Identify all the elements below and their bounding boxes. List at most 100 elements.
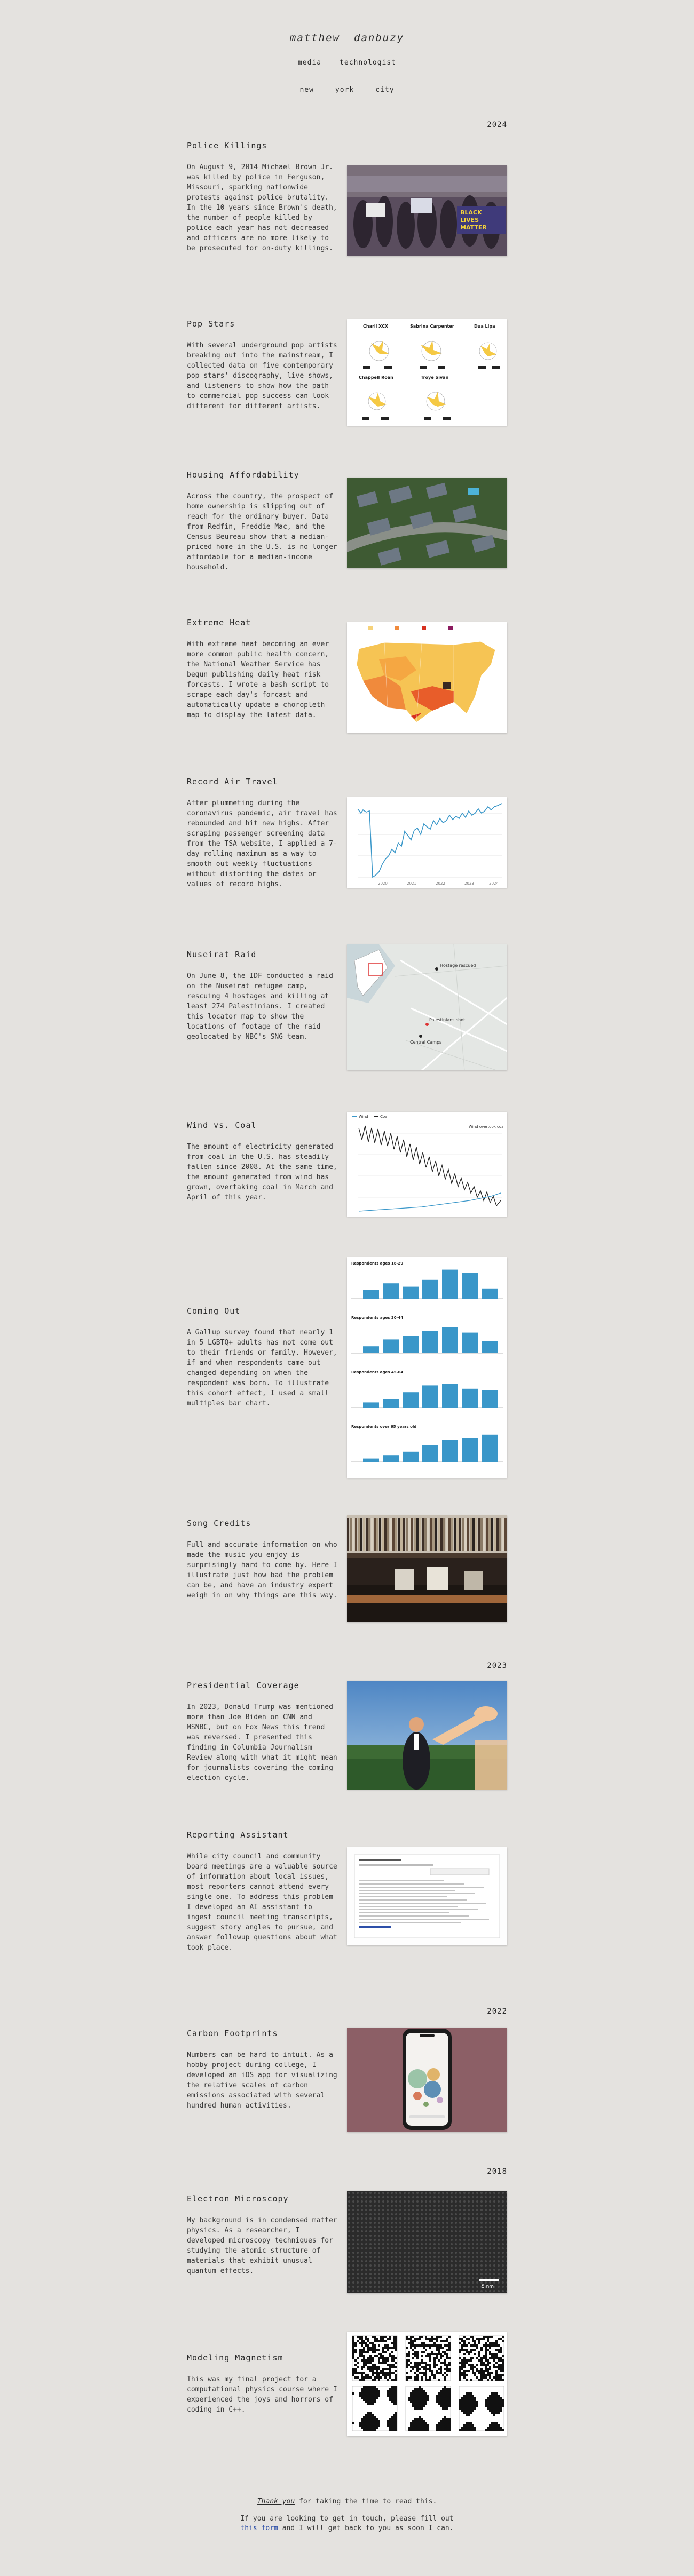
project-housing-affordability[interactable]: Housing Affordability Across the country… (187, 470, 507, 577)
annotation: Wind overtook coal (469, 1125, 504, 1129)
project-title: Reporting Assistant (187, 1830, 289, 1840)
project-thumbnail[interactable] (347, 1681, 507, 1790)
panel-title: Respondents ages 30-44 (351, 1316, 403, 1320)
project-description: My background is in condensed matter phy… (187, 2216, 337, 2275)
bar (462, 1273, 478, 1299)
bar (422, 1445, 438, 1462)
tick-label: 2024 (489, 881, 499, 886)
project-thumbnail[interactable]: Wind Coal Wind overtook coal (347, 1112, 507, 1217)
tagline: media technologist (0, 59, 694, 67)
location: new york city (0, 86, 694, 94)
bar (462, 1332, 478, 1353)
scale-bar-label: 5 nm (482, 2284, 494, 2289)
project-police-killings[interactable]: Police Killings On August 9, 2014 Michae… (187, 141, 507, 256)
project-presidential-coverage[interactable]: Presidential Coverage In 2023, Donald Tr… (187, 1681, 507, 1790)
project-record-air-travel[interactable]: Record Air Travel After plummeting durin… (187, 777, 507, 888)
project-thumbnail[interactable] (347, 1847, 507, 1945)
artist-label: Sabrina Carpenter (410, 324, 454, 329)
site-header: matthew danbuzy media technologist new y… (0, 0, 694, 94)
project-thumbnail[interactable] (347, 2028, 507, 2132)
project-reporting-assistant[interactable]: Reporting Assistant While city council a… (187, 1830, 507, 1952)
bar (482, 1288, 498, 1299)
sign-text: MATTER (460, 224, 487, 231)
map-label: Palestinians shot (429, 1017, 465, 1022)
bar (403, 1451, 419, 1462)
contact-text: and I will get back to you as soon I can… (278, 2524, 454, 2532)
project-title: Housing Affordability (187, 470, 299, 480)
tick-label: 2020 (378, 881, 388, 886)
bar (363, 1346, 379, 1353)
project-thumbnail[interactable]: 2020 2021 2022 2023 2024 (347, 797, 507, 888)
thank-you-link[interactable]: Thank you (257, 2498, 295, 2506)
project-nuseirat-raid[interactable]: Nuseirat Raid On June 8, the IDF conduct… (187, 944, 507, 1070)
site-title-first: matthew (289, 32, 340, 44)
project-title: Police Killings (187, 141, 267, 150)
bar (442, 1327, 458, 1353)
tagline-media: media (297, 59, 322, 67)
year-heading: 2018 (487, 2167, 507, 2176)
sign-text: LIVES (460, 217, 479, 224)
project-modeling-magnetism[interactable]: Modeling Magnetism This was my final pro… (187, 2332, 507, 2460)
project-carbon-footprints[interactable]: Carbon Footprints Numbers can be hard to… (187, 2028, 507, 2135)
bar (482, 1341, 498, 1353)
project-thumbnail[interactable] (347, 2332, 507, 2436)
tagline-technologist: technologist (340, 59, 397, 67)
protest-photo: BLACK LIVES MATTER (347, 165, 507, 256)
project-pop-stars[interactable]: Pop Stars With several underground pop a… (187, 319, 507, 426)
contact-line: If you are looking to get in touch, plea… (235, 2514, 459, 2533)
thanks-line: Thank you for taking the time to read th… (0, 2497, 694, 2507)
bar (482, 1434, 498, 1462)
map-label: Hostage rescued (440, 963, 476, 968)
bar (383, 1455, 399, 1462)
project-thumbnail[interactable] (347, 478, 507, 568)
project-description: After plummeting during the coronavirus … (187, 799, 337, 888)
project-thumbnail[interactable] (347, 1515, 507, 1622)
project-thumbnail[interactable] (347, 622, 507, 733)
project-thumbnail[interactable]: Hostage rescued Palestinians shot Centra… (347, 944, 507, 1070)
artist-label: Troye Sivan (421, 375, 449, 380)
project-title: Carbon Footprints (187, 2029, 278, 2038)
project-thumbnail[interactable]: BLACK LIVES MATTER (347, 165, 507, 256)
project-thumbnail[interactable]: 5 nm (347, 2191, 507, 2293)
project-title: Pop Stars (187, 319, 235, 329)
year-heading: 2024 (487, 121, 507, 129)
bar (403, 1286, 419, 1299)
project-title: Record Air Travel (187, 777, 278, 786)
bar (363, 1402, 379, 1408)
project-thumbnail[interactable]: Respondents ages 18-29 Respondents ages 3… (347, 1257, 507, 1478)
site-title-last: danbuzy (354, 32, 405, 44)
project-title: Modeling Magnetism (187, 2353, 283, 2363)
project-song-credits[interactable]: Song Credits Full and accurate informati… (187, 1515, 507, 1625)
bar (383, 1339, 399, 1353)
rally-photo (347, 1681, 507, 1790)
year-heading: 2023 (487, 1661, 507, 1670)
project-thumbnail[interactable]: Charli XCX Sabrina Carpenter Dua Lipa Ch… (347, 319, 507, 426)
microscopy-image: 5 nm (347, 2191, 507, 2293)
app-screenshot (347, 1847, 507, 1945)
project-title: Extreme Heat (187, 618, 251, 627)
bar (462, 1388, 478, 1408)
project-description: On June 8, the IDF conducted a raid on t… (187, 972, 333, 1041)
project-coming-out[interactable]: Coming Out A Gallup survey found that ne… (187, 1257, 507, 1478)
project-title: Wind vs. Coal (187, 1120, 257, 1130)
project-description: This was my final project for a computat… (187, 2375, 337, 2414)
bar (422, 1279, 438, 1299)
project-extreme-heat[interactable]: Extreme Heat With extreme heat becoming … (187, 618, 507, 733)
suburb-aerial-photo (347, 478, 507, 568)
contact-form-link[interactable]: this form (240, 2524, 278, 2532)
project-wind-vs-coal[interactable]: Wind vs. Coal The amount of electricity … (187, 1112, 507, 1227)
project-description: A Gallup survey found that nearly 1 in 5… (187, 1329, 337, 1408)
bar (403, 1392, 419, 1408)
wind-coal-chart: Wind Coal Wind overtook coal (347, 1112, 507, 1217)
bar (422, 1331, 438, 1353)
project-title: Presidential Coverage (187, 1681, 299, 1690)
site-title[interactable]: matthew danbuzy (290, 32, 404, 44)
map-label: Central Camps (410, 1040, 441, 1045)
heat-risk-map (347, 622, 507, 733)
project-title: Electron Microscopy (187, 2194, 289, 2204)
small-multiples-chart: Respondents ages 18-29 Respondents ages 3… (347, 1257, 507, 1478)
project-description: Numbers can be hard to intuit. As a hobb… (187, 2051, 337, 2110)
project-electron-microscopy[interactable]: Electron Microscopy My background is in … (187, 2191, 507, 2301)
project-description: With extreme heat becoming an ever more … (187, 640, 329, 719)
project-description: With several underground pop artists bre… (187, 341, 337, 410)
